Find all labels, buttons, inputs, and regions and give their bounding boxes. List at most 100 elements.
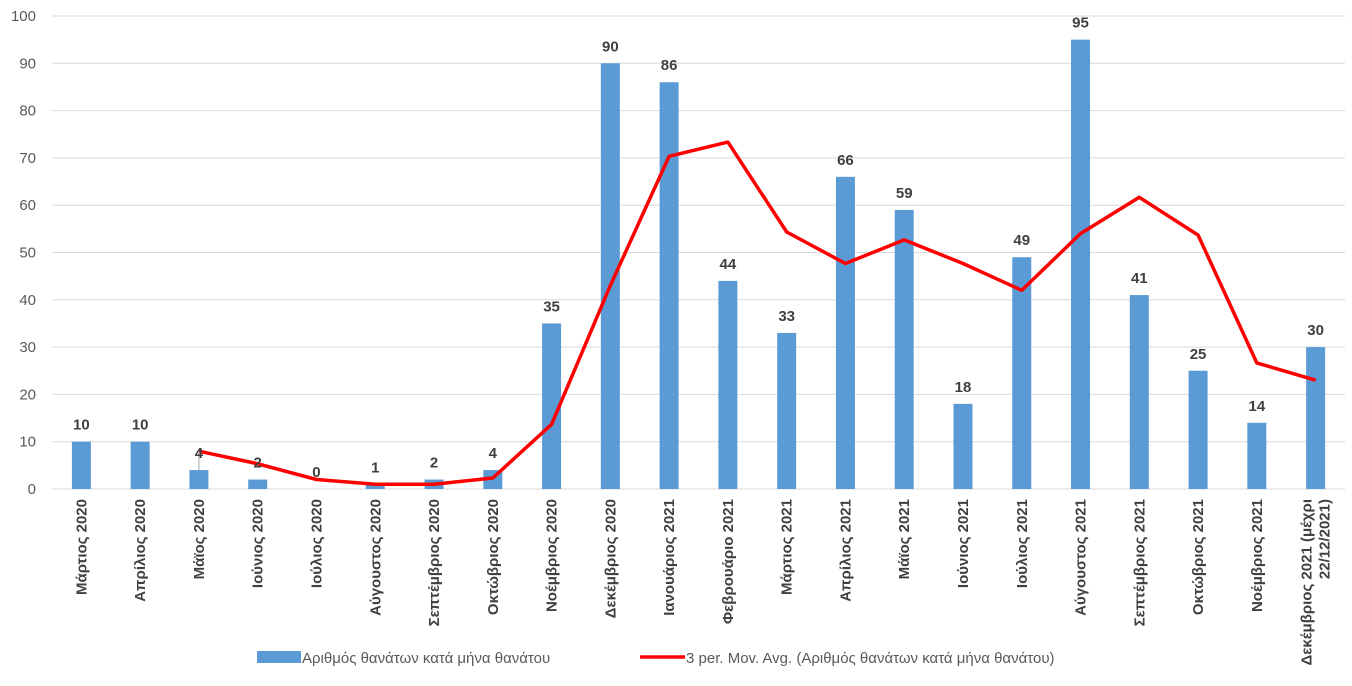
- bar: [718, 280, 738, 489]
- x-tick-label: Μάρτιος 2021: [779, 499, 796, 595]
- x-tick-label: Σεπτέμβριος 2020: [426, 499, 443, 626]
- data-label: 18: [955, 379, 972, 396]
- x-tick-group: Νοέμβριος 2020: [544, 499, 561, 612]
- x-tick-label: Απρίλιος 2021: [837, 499, 854, 602]
- x-tick-group: Ιούνιος 2021: [955, 499, 972, 588]
- x-tick-label: Ιανουάριος 2021: [661, 499, 678, 616]
- x-tick-group: Αύγουστος 2020: [367, 499, 384, 616]
- x-tick-group: Οκτώβριος 2021: [1190, 499, 1207, 615]
- bar: [542, 323, 562, 489]
- data-label: 44: [720, 256, 737, 273]
- x-tick-label: Ιούνιος 2020: [250, 499, 267, 588]
- x-tick-group: Δεκέμβριος 2020: [602, 499, 619, 618]
- y-tick-label: 20: [19, 386, 36, 403]
- x-tick-group: Δεκέμβριος 2021 (μέχρι22/12/2021): [1299, 499, 1334, 666]
- x-tick-group: Σεπτέμβριος 2020: [426, 499, 443, 626]
- legend-swatch-bars: [257, 651, 301, 663]
- x-tick-label: Μάϊος 2021: [896, 499, 913, 579]
- y-tick-label: 100: [11, 8, 36, 25]
- data-label: 86: [661, 57, 678, 74]
- x-tick-label: Δεκέμβριος 2020: [602, 499, 619, 618]
- bar: [189, 470, 209, 489]
- y-tick-label: 70: [19, 150, 36, 167]
- y-axis-ticks: 0 10 20 30 40 50 60 70 80 90 100: [11, 8, 36, 498]
- x-tick-label: Οκτώβριος 2021: [1190, 499, 1207, 615]
- x-tick-group: Αύγουστος 2021: [1073, 499, 1090, 616]
- data-label: 33: [778, 308, 795, 325]
- data-label: 59: [896, 185, 913, 202]
- data-label: 95: [1072, 15, 1089, 32]
- y-tick-label: 80: [19, 103, 36, 120]
- x-tick-group: Σεπτέμβριος 2021: [1131, 499, 1148, 626]
- y-tick-label: 40: [19, 292, 36, 309]
- y-tick-label: 0: [28, 481, 36, 498]
- x-tick-label: Οκτώβριος 2020: [485, 499, 502, 615]
- bar: [1129, 295, 1149, 489]
- bar: [777, 332, 797, 489]
- bar: [1012, 257, 1032, 489]
- moving-average-line: [198, 140, 1317, 487]
- data-label: 4: [195, 445, 204, 462]
- data-label: 14: [1248, 398, 1265, 415]
- x-tick-group: Μάϊος 2020: [191, 499, 208, 579]
- data-label: 10: [132, 417, 149, 434]
- x-tick-group: Ιούλιος 2020: [309, 499, 326, 588]
- bar: [894, 209, 914, 489]
- bar: [1247, 422, 1267, 489]
- bar: [365, 484, 385, 489]
- data-label: 4: [489, 445, 498, 462]
- x-tick-label: Ιούνιος 2021: [955, 499, 972, 588]
- x-tick-group: Μάρτιος 2021: [779, 499, 796, 595]
- data-label: 0: [312, 464, 320, 481]
- gridlines: [52, 15, 1345, 490]
- bar: [130, 441, 150, 489]
- bar: [1306, 347, 1326, 489]
- x-tick-label: Ιούλιος 2021: [1014, 499, 1031, 588]
- x-tick-group: Ιούνιος 2020: [250, 499, 267, 588]
- x-tick-label: Φεβρουάριο 2021: [720, 499, 737, 624]
- y-tick-label: 60: [19, 197, 36, 214]
- x-tick-label: Νοέμβριος 2020: [544, 499, 561, 612]
- y-tick-label: 30: [19, 339, 36, 356]
- moving-average-series: [198, 140, 1317, 487]
- data-label: 41: [1131, 270, 1148, 287]
- bar: [71, 441, 91, 489]
- x-tick-group: Απρίλιος 2021: [837, 499, 854, 602]
- x-tick-group: Νοέμβριος 2021: [1249, 499, 1266, 612]
- bar: [248, 479, 268, 489]
- x-tick-label: Μάϊος 2020: [191, 499, 208, 579]
- y-tick-label: 50: [19, 245, 36, 262]
- bar: [659, 82, 679, 489]
- y-tick-label: 90: [19, 55, 36, 72]
- data-label: 49: [1013, 232, 1030, 249]
- x-tick-group: Οκτώβριος 2020: [485, 499, 502, 615]
- x-tick-label: Ιούλιος 2020: [309, 499, 326, 588]
- bar: [835, 176, 855, 489]
- y-tick-label: 10: [19, 434, 36, 451]
- bar: [1071, 39, 1091, 490]
- bar: [1188, 370, 1208, 489]
- data-label: 10: [73, 417, 90, 434]
- data-label: 35: [543, 298, 560, 315]
- x-tick-group: Μάϊος 2021: [896, 499, 913, 579]
- data-label: 2: [254, 455, 262, 472]
- x-tick-group: Μάρτιος 2020: [73, 499, 90, 595]
- data-label: 2: [430, 455, 438, 472]
- data-label: 1: [371, 459, 379, 476]
- data-labels: 10 10 4 2 0 1 2 4 35 90 86 44 33 66 59 18 49 95 41 25 14 30: [73, 15, 1324, 481]
- x-tick-label: Αύγουστος 2021: [1073, 499, 1090, 616]
- x-tick-group: Απρίλιος 2020: [132, 499, 149, 602]
- x-tick-group: Ιούλιος 2021: [1014, 499, 1031, 588]
- x-tick-label: Δεκέμβριος 2021 (μέχρι22/12/2021): [1299, 499, 1334, 666]
- legend-label-line: 3 per. Mov. Avg. (Αριθμός θανάτων κατά μ…: [686, 650, 1055, 667]
- data-label: 66: [837, 152, 854, 169]
- x-tick-label: Αύγουστος 2020: [367, 499, 384, 616]
- data-label: 90: [602, 38, 619, 55]
- bar: [953, 403, 973, 489]
- x-axis-ticks: Μάρτιος 2020 Απρίλιος 2020 Μάϊος 2020 Ιούνι…: [73, 499, 1333, 666]
- legend: Αριθμός θανάτων κατά μήνα θανάτου 3 per.…: [257, 650, 1055, 667]
- data-label: 30: [1307, 322, 1324, 339]
- x-tick-group: Ιανουάριος 2021: [661, 499, 678, 616]
